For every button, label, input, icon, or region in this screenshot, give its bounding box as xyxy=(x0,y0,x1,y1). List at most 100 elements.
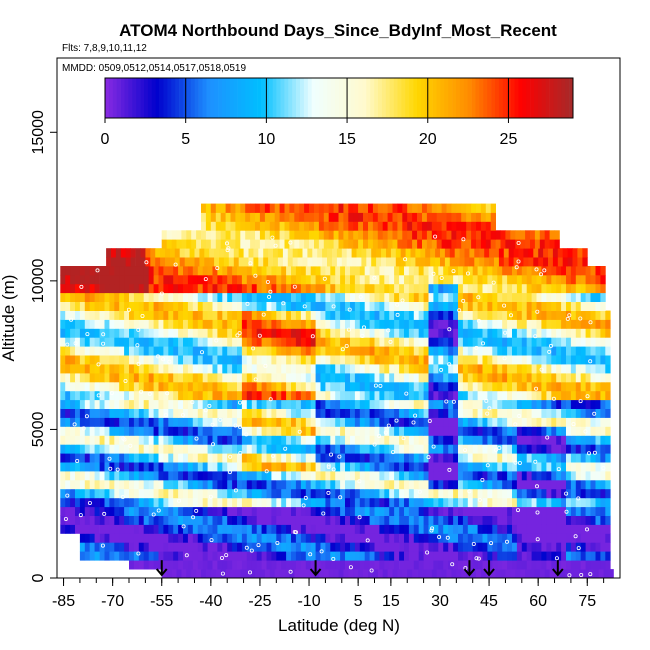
heatmap-cell xyxy=(84,497,91,508)
heatmap-cell xyxy=(178,551,184,561)
heatmap-cell xyxy=(84,319,91,329)
heatmap-cell xyxy=(241,560,248,570)
heatmap-cell xyxy=(133,488,140,499)
heatmap-cell xyxy=(350,417,356,427)
heatmap-cell xyxy=(345,533,351,543)
heatmap-cell xyxy=(418,266,424,276)
heatmap-cell xyxy=(438,462,444,472)
heatmap-cell xyxy=(379,274,385,285)
heatmap-cell xyxy=(379,479,385,490)
heatmap-cell xyxy=(320,390,326,401)
heatmap-cell xyxy=(372,221,379,231)
heatmap-cell xyxy=(75,381,81,392)
heatmap-cell xyxy=(423,266,429,276)
heatmap-cell xyxy=(585,292,591,302)
heatmap-cell xyxy=(202,283,208,294)
heatmap-cell xyxy=(315,310,321,320)
heatmap-cell xyxy=(168,515,174,525)
heatmap-cell xyxy=(135,248,141,258)
observation-point xyxy=(147,391,152,396)
heatmap-cell xyxy=(438,479,444,490)
heatmap-cell xyxy=(138,471,145,481)
heatmap-cell xyxy=(502,524,508,534)
heatmap-cell xyxy=(212,301,218,311)
heatmap-cell xyxy=(472,408,478,418)
heatmap-cell xyxy=(310,488,316,499)
heatmap-cell xyxy=(217,488,223,499)
heatmap-cell xyxy=(384,381,390,392)
heatmap-cell xyxy=(143,444,149,454)
heatmap-cell xyxy=(163,328,169,338)
observation-point xyxy=(181,524,186,529)
heatmap-cell xyxy=(497,488,503,499)
heatmap-cell xyxy=(340,310,346,320)
heatmap-cell xyxy=(183,435,189,445)
heatmap-cell xyxy=(566,435,572,445)
heatmap-cell xyxy=(129,355,135,365)
heatmap-cell xyxy=(340,301,346,311)
heatmap-cell xyxy=(286,542,292,552)
heatmap-cell xyxy=(521,426,528,436)
heatmap-cell xyxy=(114,310,120,320)
heatmap-cell xyxy=(256,355,262,365)
heatmap-cell xyxy=(408,310,415,320)
heatmap-cell xyxy=(104,417,110,427)
heatmap-cell xyxy=(84,524,91,534)
heatmap-cell xyxy=(310,533,316,543)
heatmap-cell xyxy=(315,524,321,534)
heatmap-cell xyxy=(507,373,513,383)
heatmap-cell xyxy=(75,471,81,481)
heatmap-cell xyxy=(521,479,528,490)
heatmap-cell xyxy=(138,551,145,561)
heatmap-cell xyxy=(335,488,341,499)
heatmap-cell xyxy=(358,239,364,249)
heatmap-cell xyxy=(291,515,297,525)
observation-point xyxy=(516,508,521,513)
heatmap-cell xyxy=(536,283,542,294)
heatmap-cell xyxy=(65,506,71,516)
heatmap-cell xyxy=(521,346,528,356)
observation-point xyxy=(191,515,196,520)
heatmap-cell xyxy=(443,408,449,418)
heatmap-cell xyxy=(516,274,523,285)
heatmap-cell xyxy=(111,257,117,267)
heatmap-cell xyxy=(345,444,351,454)
heatmap-cell xyxy=(220,569,226,579)
heatmap-cell xyxy=(266,337,272,347)
heatmap-cell xyxy=(369,542,375,552)
heatmap-cell xyxy=(286,266,292,276)
heatmap-cell xyxy=(359,444,366,454)
heatmap-cell xyxy=(387,569,393,579)
heatmap-cell xyxy=(246,373,253,383)
heatmap-cell xyxy=(294,212,300,222)
heatmap-cell xyxy=(191,239,197,249)
heatmap-cell xyxy=(305,488,312,499)
heatmap-cell xyxy=(377,239,384,249)
heatmap-cell xyxy=(133,301,140,311)
heatmap-cell xyxy=(133,462,140,472)
heatmap-cell xyxy=(256,435,262,445)
heatmap-cell xyxy=(271,292,277,302)
heatmap-cell xyxy=(220,203,226,213)
heatmap-cell xyxy=(158,310,164,320)
heatmap-cell xyxy=(521,301,528,311)
heatmap-cell xyxy=(472,488,478,499)
heatmap-cell xyxy=(212,524,218,534)
heatmap-cell xyxy=(404,453,410,463)
heatmap-cell xyxy=(453,417,459,427)
heatmap-cell xyxy=(325,515,331,525)
heatmap-cell xyxy=(202,355,208,365)
heatmap-cell xyxy=(482,515,488,525)
heatmap-cell xyxy=(333,230,339,240)
heatmap-cell xyxy=(570,319,577,329)
heatmap-cell xyxy=(197,515,204,525)
heatmap-cell xyxy=(551,408,557,418)
heatmap-cell xyxy=(168,337,174,347)
heatmap-cell xyxy=(428,506,434,516)
heatmap-cell xyxy=(60,390,66,401)
heatmap-cell xyxy=(173,310,179,320)
heatmap-cell xyxy=(487,471,493,481)
heatmap-cell xyxy=(205,221,212,231)
heatmap-cell xyxy=(330,462,336,472)
heatmap-cell xyxy=(418,381,424,392)
